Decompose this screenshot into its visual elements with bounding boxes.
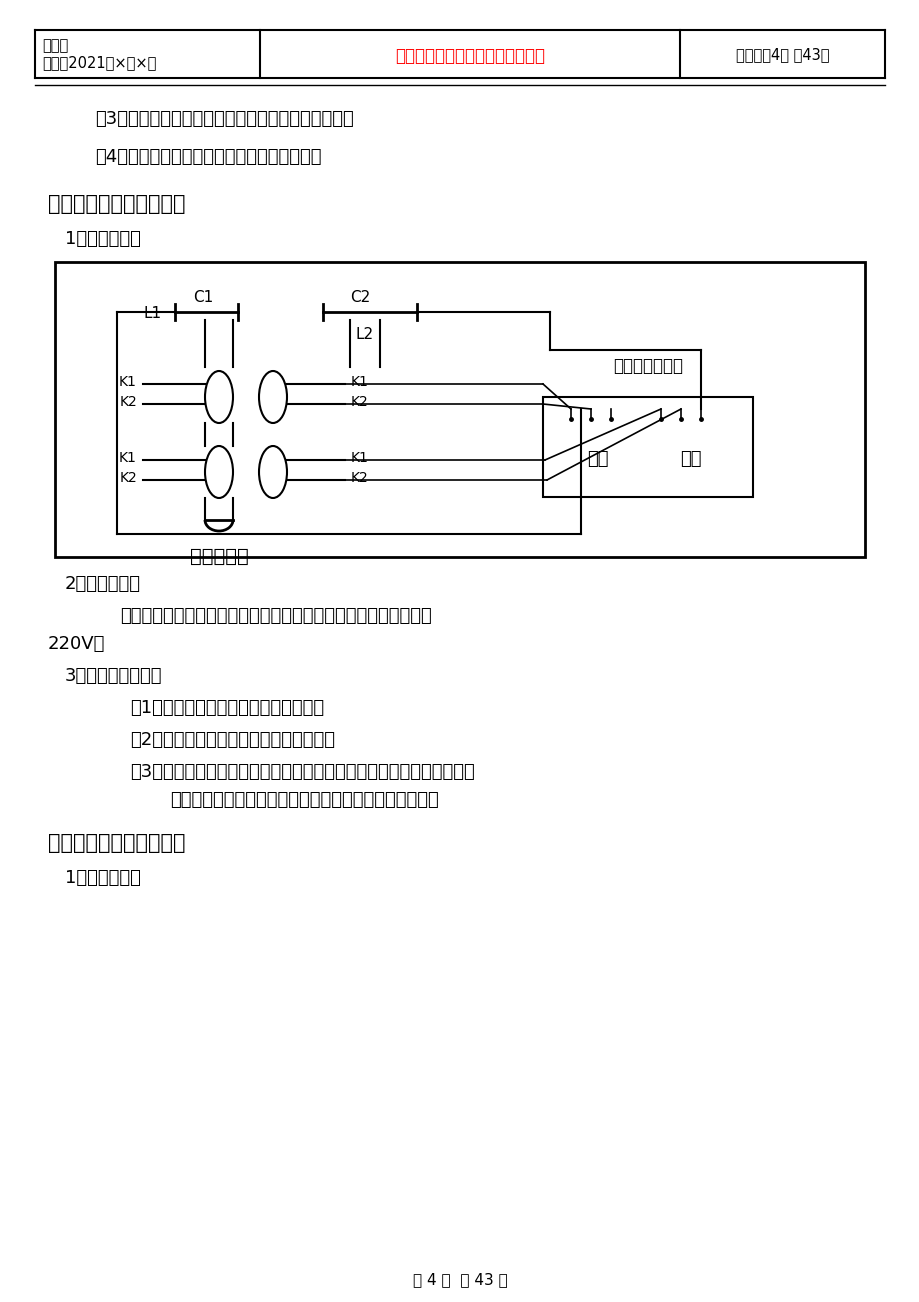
Text: K2: K2 [351, 471, 369, 486]
Bar [55, 262, 864, 557]
Text: K1: K1 [351, 450, 369, 465]
Text: 编号：: 编号： [42, 38, 68, 53]
Text: K1: K1 [351, 375, 369, 389]
Text: 五、二次直流电阻测试：: 五、二次直流电阻测试： [48, 833, 186, 853]
Text: 流电阻，即两个一次绕组并联或串联下的总的直流电阻。: 流电阻，即两个一次绕组并联或串联下的总的直流电阻。 [170, 792, 438, 809]
Text: 时间：2021年×月×日: 时间：2021年×月×日 [42, 55, 156, 70]
Text: 电压: 电压 [679, 450, 701, 467]
Bar [542, 397, 752, 497]
Text: （3）试验过程中须注意电流表的量程，不得超量程；: （3）试验过程中须注意电流表的量程，不得超量程； [95, 109, 354, 128]
Text: K2: K2 [119, 395, 137, 409]
Text: L1: L1 [143, 306, 162, 322]
Text: 1、试验接线：: 1、试验接线： [65, 868, 141, 887]
Text: 3、试验注意事项：: 3、试验注意事项： [65, 667, 163, 685]
Text: 220V。: 220V。 [48, 635, 106, 654]
Text: 页码：第4页 共43页: 页码：第4页 共43页 [735, 47, 829, 62]
Text: 直流电阻测试仪: 直流电阻测试仪 [612, 357, 682, 375]
Text: K1: K1 [119, 450, 137, 465]
Text: 2、接线说明：: 2、接线说明： [65, 575, 141, 592]
Text: （2）接线时，电流线应在电压线的外面；: （2）接线时，电流线应在电压线的外面； [130, 730, 335, 749]
Text: C1: C1 [193, 290, 213, 305]
Text: 图中，接电流的线应采用大电流线；直流电阻测试仪的电源电压为: 图中，接电流的线应采用大电流线；直流电阻测试仪的电源电压为 [119, 607, 431, 625]
Text: 电流互感器: 电流互感器 [189, 547, 248, 566]
Text: K1: K1 [119, 375, 137, 389]
Text: K2: K2 [119, 471, 137, 486]
Text: K2: K2 [351, 395, 369, 409]
Text: 书山有路勤为径，学海无涯苦作舟: 书山有路勤为径，学海无涯苦作舟 [394, 47, 544, 65]
Text: （3）试验时，需测量每一个一次绕组的直流电阻及实际使用时的总的直: （3）试验时，需测量每一个一次绕组的直流电阻及实际使用时的总的直 [130, 763, 474, 781]
Text: （4）所有二次绕组的使用变比均需做此试验。: （4）所有二次绕组的使用变比均需做此试验。 [95, 148, 321, 165]
Text: 第 4 页  共 43 页: 第 4 页 共 43 页 [413, 1272, 506, 1286]
Text: L2: L2 [356, 327, 374, 342]
Text: （1）直流电阻测试仪的电源不可接错；: （1）直流电阻测试仪的电源不可接错； [130, 699, 323, 717]
Text: 1、试验接线：: 1、试验接线： [65, 230, 141, 247]
Text: C2: C2 [349, 290, 369, 305]
Text: 四、一次直流电阻测试：: 四、一次直流电阻测试： [48, 194, 186, 214]
Text: 电流: 电流 [586, 450, 608, 467]
